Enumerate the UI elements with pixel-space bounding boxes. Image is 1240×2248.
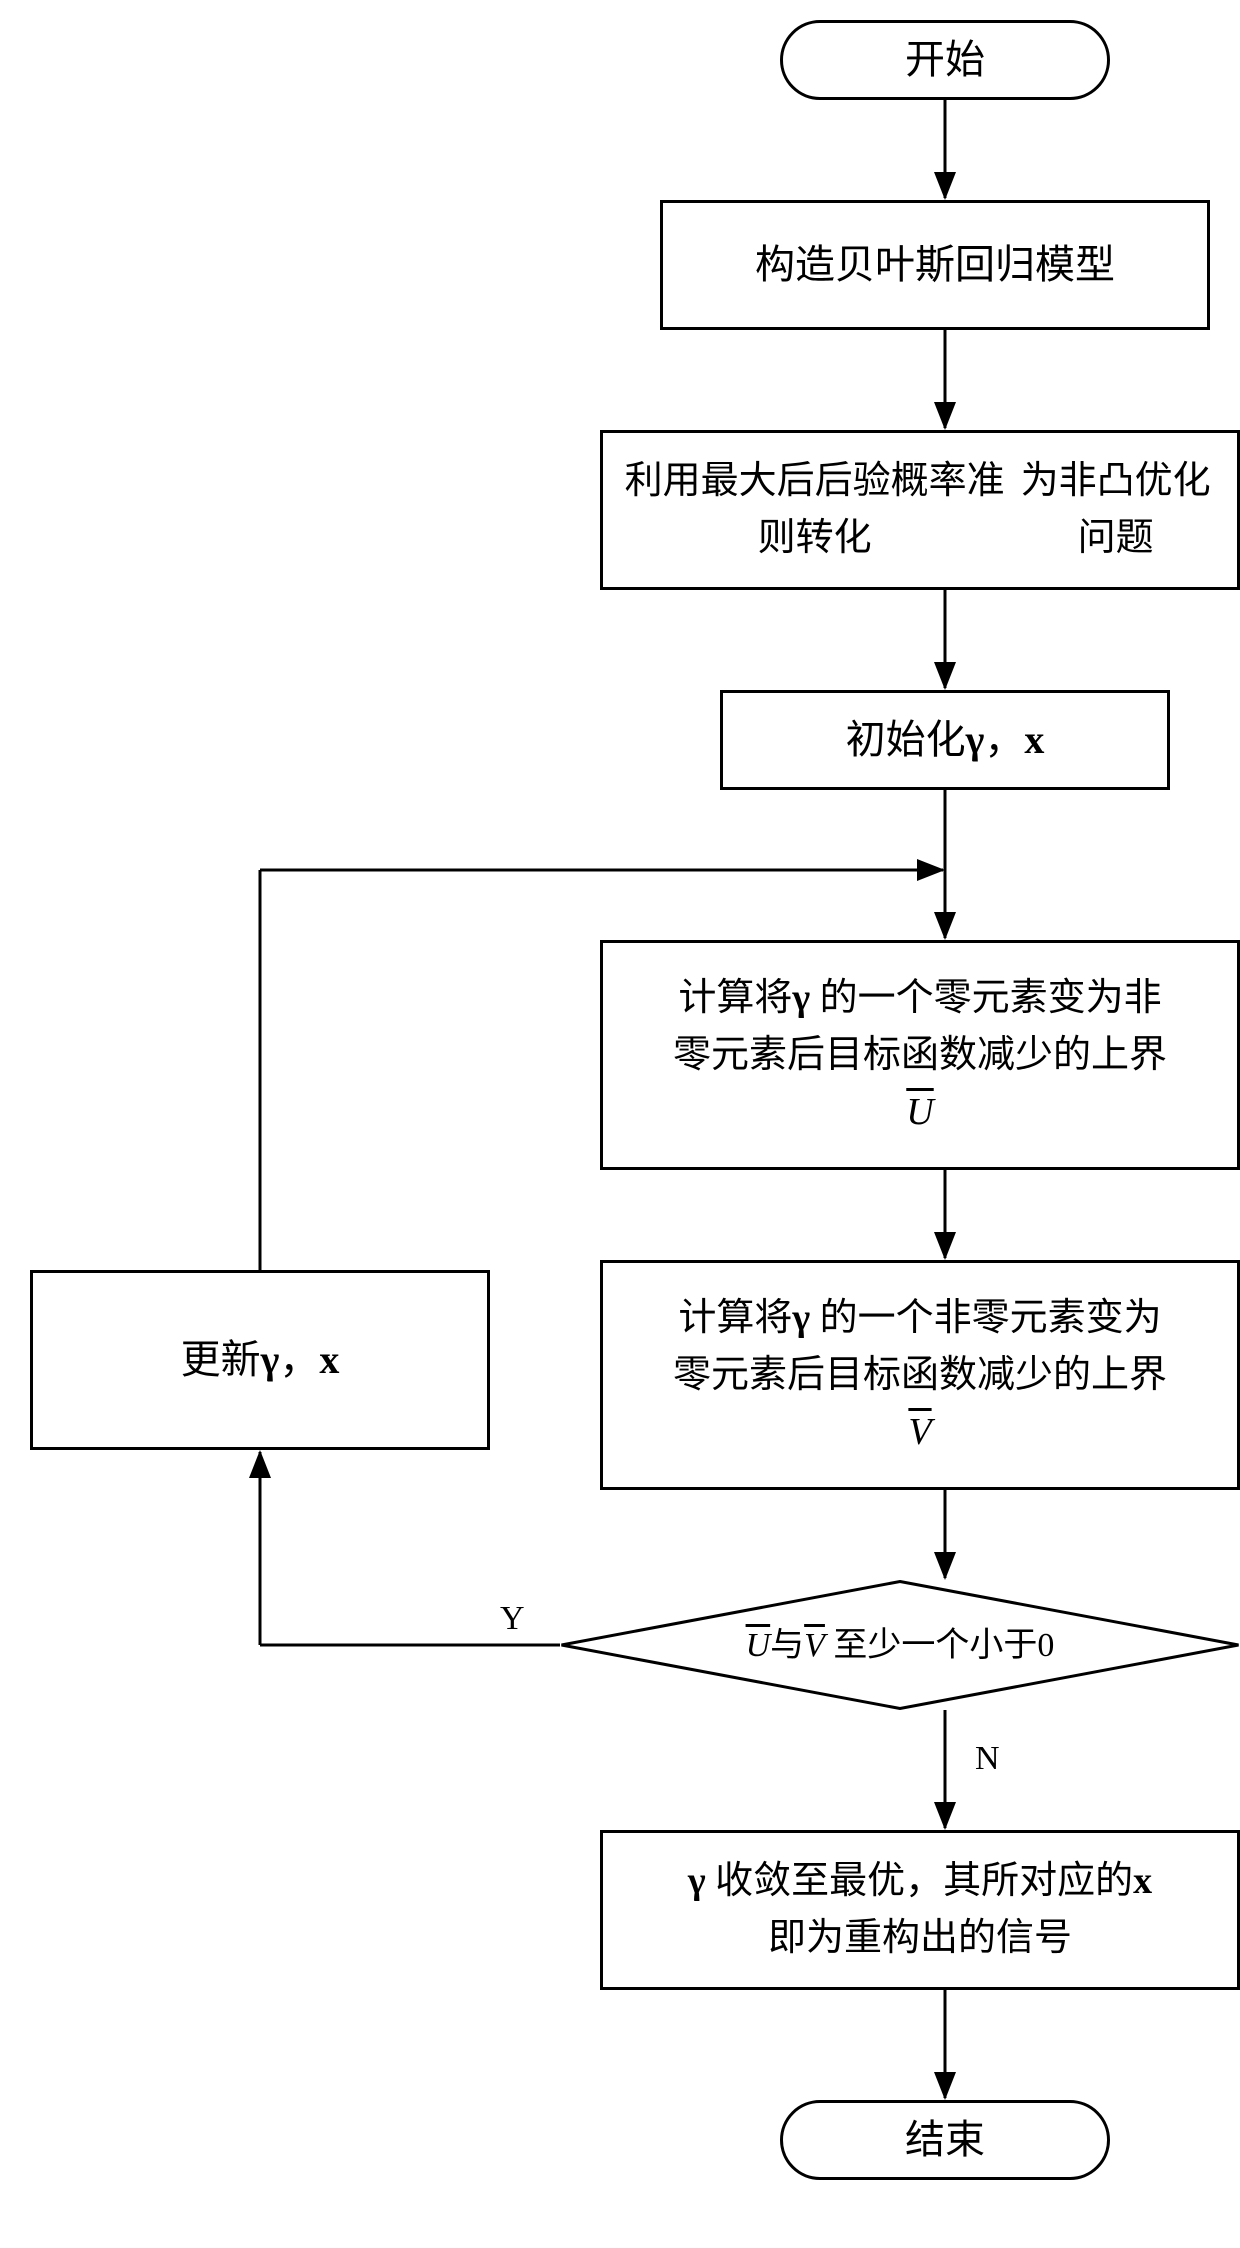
end-terminator: 结束 (780, 2100, 1110, 2180)
s4-gamma: γ (792, 977, 810, 1019)
s4-l1-post: 的一个零元素变为非 (810, 977, 1162, 1019)
s6-l2: 即为重构出的信号 (768, 1917, 1072, 1959)
s5-gamma: γ (792, 1297, 810, 1339)
step-build-bayes-model-label: 构造贝叶斯回归模型 (755, 235, 1115, 295)
v-bar-symbol: V (908, 1404, 931, 1461)
upd-gamma: γ (261, 1330, 280, 1390)
s4-l2: 零元素后目标函数减少的上界 (673, 1034, 1167, 1076)
start-terminator: 开始 (780, 20, 1110, 100)
u-bar-symbol: U (906, 1084, 933, 1141)
s5-l2: 零元素后目标函数减少的上界 (673, 1354, 1167, 1396)
dec-v-bar: V (804, 1620, 825, 1671)
dec-mid: 与 (770, 1627, 804, 1664)
init-sep: ， (984, 710, 1024, 770)
step-build-bayes-model: 构造贝叶斯回归模型 (660, 200, 1210, 330)
step-gamma-converged: γ 收敛至最优，其所对应的x 即为重构出的信号 (600, 1830, 1240, 1990)
dec-tail: 至少一个小于0 (825, 1627, 1055, 1664)
s6-l1: 收敛至最优，其所对应的 (706, 1860, 1134, 1902)
step-init-gamma-x: 初始化 γ ， x (720, 690, 1170, 790)
x-symbol: x (1024, 710, 1044, 770)
s5-l1-pre: 计算将 (678, 1297, 792, 1339)
init-prefix: 初始化 (846, 710, 966, 770)
s4-l1-pre: 计算将 (678, 977, 792, 1019)
upd-x: x (319, 1330, 339, 1390)
upd-sep: ， (279, 1330, 319, 1390)
s6-x: x (1133, 1860, 1152, 1902)
edge-label-yes: Y (500, 1600, 525, 1638)
edge-label-no: N (975, 1740, 1000, 1778)
upd-prefix: 更新 (181, 1330, 261, 1390)
start-label: 开始 (905, 30, 985, 90)
step-compute-u-bar: 计算将γ 的一个零元素变为非 零元素后目标函数减少的上界 U (600, 940, 1240, 1170)
dec-u-bar: U (746, 1620, 771, 1671)
step-compute-v-bar: 计算将γ 的一个非零元素变为 零元素后目标函数减少的上界 V (600, 1260, 1240, 1490)
step-update-gamma-x: 更新 γ ， x (30, 1270, 490, 1450)
step-map-to-nonconvex: 利用最大后后验概率准则转化 为非凸优化问题 (600, 430, 1240, 590)
step-map-line2: 为非凸优化问题 (1010, 453, 1221, 567)
gamma-symbol: γ (966, 710, 985, 770)
s6-gamma: γ (688, 1860, 706, 1902)
end-label: 结束 (905, 2110, 985, 2170)
step-map-line1: 利用最大后后验概率准则转化 (619, 453, 1010, 567)
s5-l1-post: 的一个非零元素变为 (810, 1297, 1162, 1339)
decision-u-or-v-lt-zero: U与V 至少一个小于0 (560, 1580, 1240, 1710)
